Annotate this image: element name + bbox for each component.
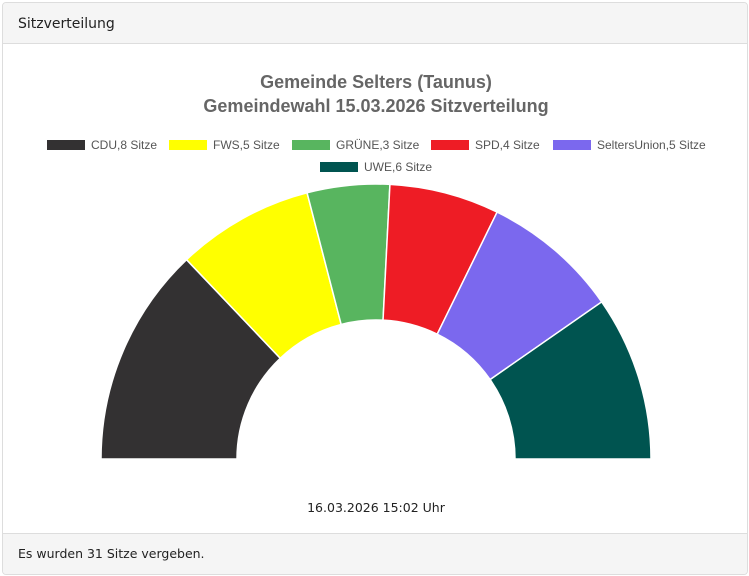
legend-label: FWS,5 Sitze [213, 138, 280, 152]
legend-item-grüne[interactable]: GRÜNE,3 Sitze [292, 138, 420, 152]
slice-cdu[interactable] [100, 258, 282, 460]
half-donut-chart: Gemeinde Selters (Taunus) Gemeindewahl 1… [47, 72, 706, 515]
legend-item-fws[interactable]: FWS,5 Sitze [169, 138, 280, 152]
legend-label: UWE,6 Sitze [364, 160, 432, 174]
slice-uwe[interactable] [489, 300, 652, 460]
chart-title-line2: Gemeindewahl 15.03.2026 Sitzverteilung [203, 96, 548, 116]
legend-item-spd[interactable]: SPD,4 Sitze [431, 138, 540, 152]
legend-label: GRÜNE,3 Sitze [336, 138, 420, 152]
card-footer: Es wurden 31 Sitze vergeben. [3, 533, 747, 574]
legend-item-uwe[interactable]: UWE,6 Sitze [320, 160, 432, 174]
legend-item-seltersunion[interactable]: SeltersUnion,5 Sitze [553, 138, 706, 152]
legend-label: SPD,4 Sitze [475, 138, 540, 152]
card-header: Sitzverteilung [3, 3, 747, 44]
legend-label: CDU,8 Sitze [91, 138, 157, 152]
legend-swatch [320, 162, 358, 172]
timestamp: 16.03.2026 15:02 Uhr [307, 500, 446, 515]
chart-title-line1: Gemeinde Selters (Taunus) [260, 72, 492, 92]
legend-item-cdu[interactable]: CDU,8 Sitze [47, 138, 157, 152]
legend-swatch [292, 140, 330, 150]
legend-swatch [169, 140, 207, 150]
legend-swatch [431, 140, 469, 150]
legend-swatch [553, 140, 591, 150]
legend-swatch [47, 140, 85, 150]
legend-label: SeltersUnion,5 Sitze [597, 138, 706, 152]
